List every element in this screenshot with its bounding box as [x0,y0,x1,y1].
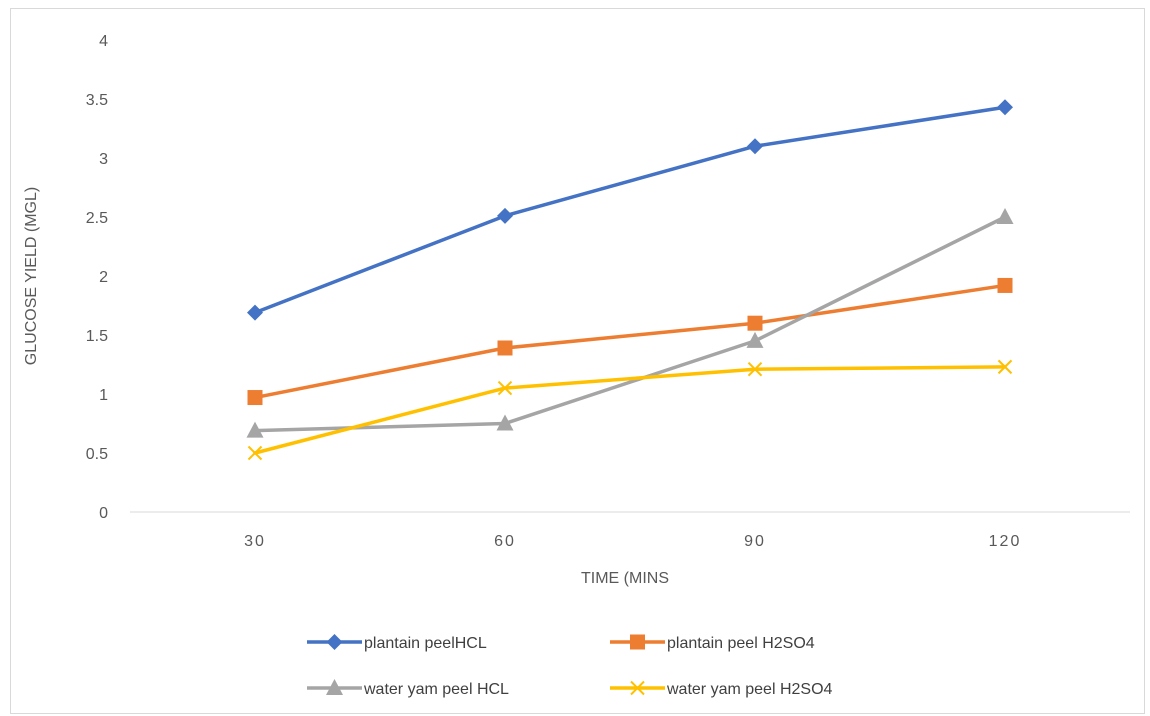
legend-label: plantain peelHCL [364,635,487,652]
y-tick-label: 0.5 [86,446,108,463]
data-point [247,445,263,461]
series-layer [246,99,1014,461]
x-tick-label: 120 [989,533,1022,550]
y-tick-label: 1 [99,387,108,404]
legend-item: water yam peel H2SO4 [610,680,833,698]
y-tick-label: 3.5 [86,92,108,109]
data-point [747,138,763,155]
y-axis-title: GLUCOSE YIELD (MGL) [23,187,40,365]
x-tick-label: 60 [494,533,516,550]
series-4 [247,359,1013,461]
series-3 [246,208,1014,438]
x-tick-label: 30 [244,533,266,550]
data-point [997,359,1013,375]
y-tick-label: 2 [99,269,108,286]
legend-label: water yam peel HCL [363,681,509,698]
series-2 [247,277,1013,406]
data-point [497,207,513,224]
legend-marker [630,634,645,650]
data-point [247,390,263,406]
y-tick-label: 3 [99,151,108,168]
data-point [497,340,513,356]
data-point [497,380,513,396]
data-point [246,421,264,438]
legend-marker [326,634,343,650]
x-axis-title: TIME (MINS [581,570,669,587]
data-point [496,414,514,431]
data-point [996,208,1014,224]
legend-label: water yam peel H2SO4 [666,681,833,698]
legend: plantain peelHCL plantain peel H2SO4 water… [307,634,833,698]
series-line [253,105,1007,315]
series-line [253,215,1007,433]
data-point [747,362,763,377]
series-line [253,283,1007,400]
x-axis: 30 60 90 120 [244,533,1022,550]
legend-marker [630,680,645,696]
legend-marker [326,679,343,695]
data-point [746,331,764,348]
series-1 [247,99,1013,321]
y-tick-label: 1.5 [86,328,108,345]
data-point [247,304,263,321]
series-line [253,365,1007,455]
legend-label: plantain peel H2SO4 [667,635,815,652]
data-point [997,277,1013,293]
y-tick-label: 4 [99,33,108,50]
chart-area [10,8,1145,714]
data-point [997,99,1013,116]
legend-item: plantain peel H2SO4 [610,634,815,652]
data-point [747,315,763,331]
legend-item: plantain peelHCL [307,634,487,652]
x-tick-label: 90 [744,533,766,550]
y-axis: 0 0.5 1 1.5 2 2.5 3 3.5 4 [86,33,108,522]
y-tick-label: 2.5 [86,210,108,227]
legend-item: water yam peel HCL [307,679,509,698]
y-tick-label: 0 [99,505,108,522]
